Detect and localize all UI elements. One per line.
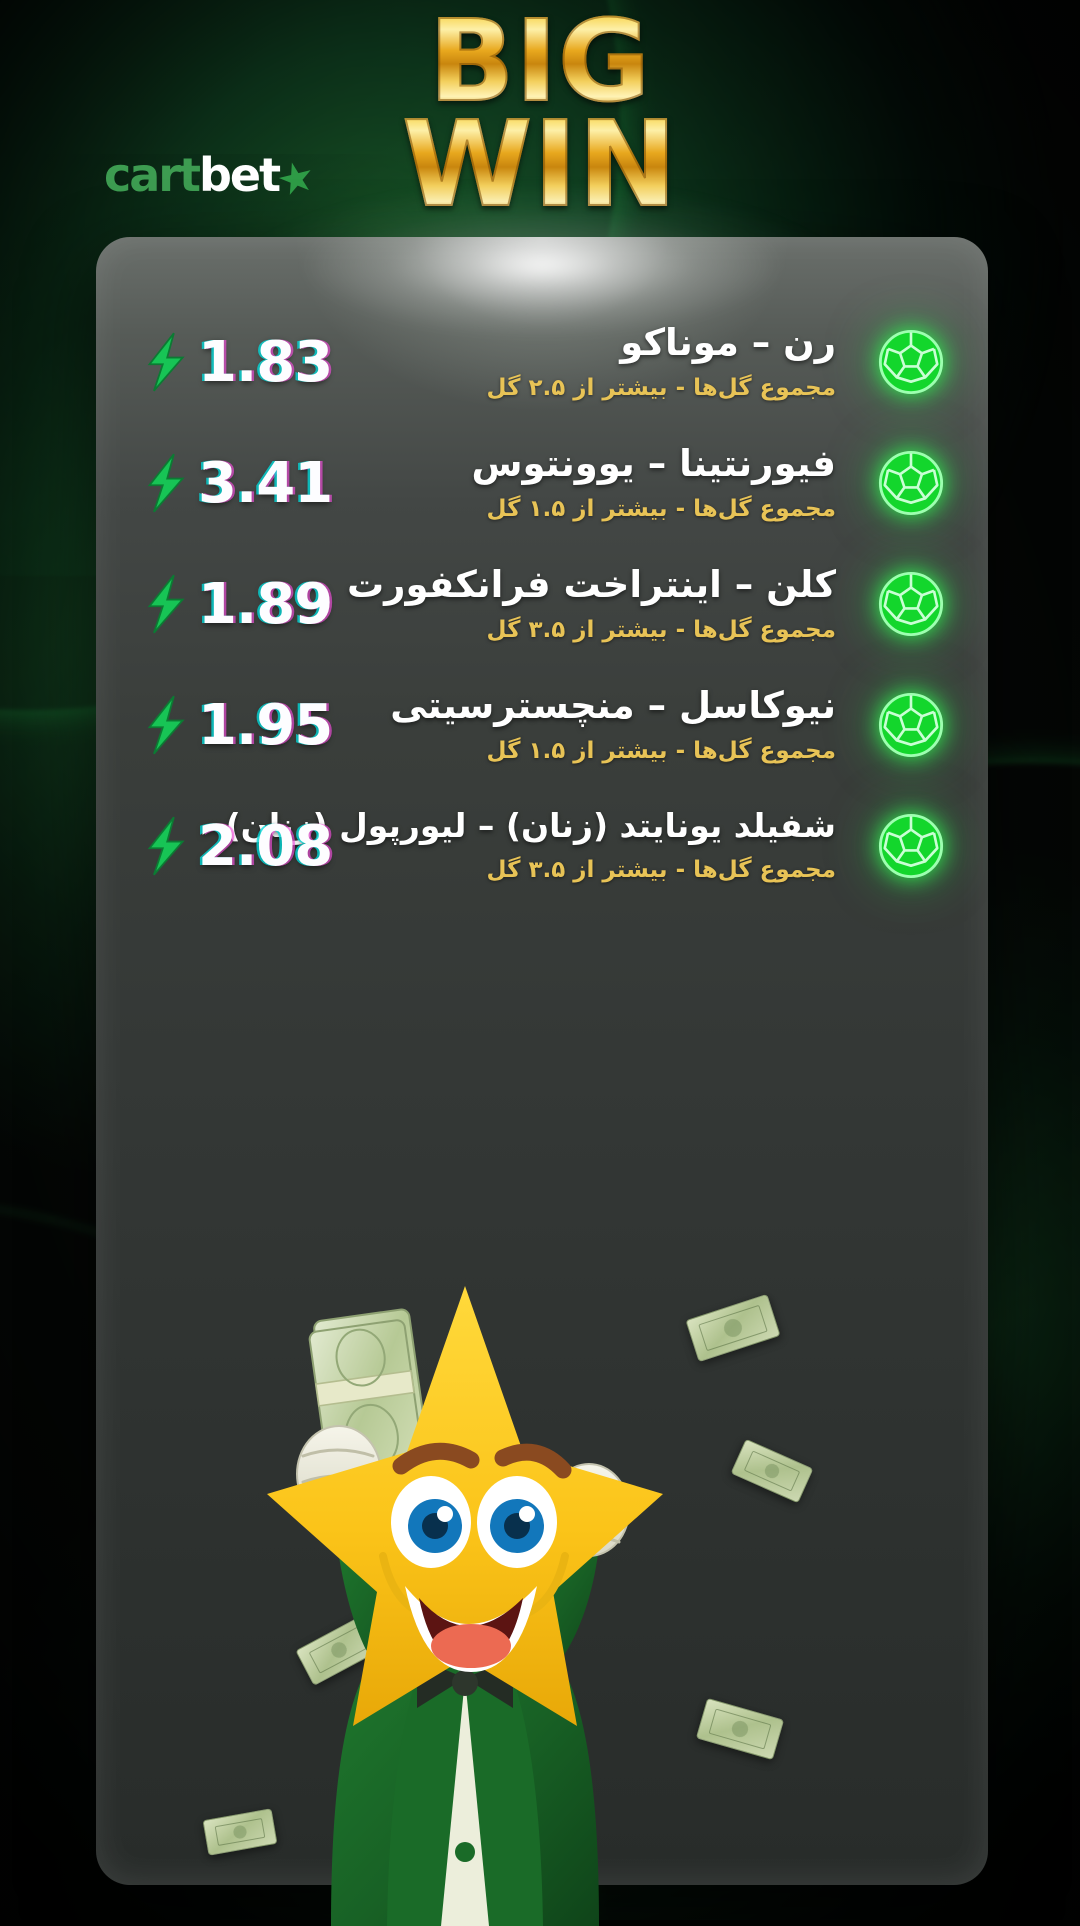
poster-header: BIG WIN bet cart — [0, 0, 1080, 250]
odds-value: 2.08 — [198, 813, 333, 879]
big-win-line-2: WIN — [0, 104, 1080, 225]
prediction-texts: رن – موناکو مجموع گل‌ها - بیشتر از ۲.۵ گ… — [332, 320, 858, 405]
prediction-row[interactable]: رن – موناکو مجموع گل‌ها - بیشتر از ۲.۵ گ… — [96, 303, 988, 421]
lightning-bolt-icon — [147, 816, 185, 876]
lightning-bolt-icon — [147, 453, 185, 513]
prediction-row[interactable]: شفیلد یونایتد (زنان) – لیورپول (زنان) مج… — [96, 787, 988, 905]
prediction-texts: نیوکاسل – منچسترسیتی مجموع گل‌ها - بیشتر… — [332, 683, 858, 768]
odds-value: 3.41 — [198, 450, 333, 516]
odds-group[interactable]: 1.95 — [142, 692, 333, 758]
soccer-ball-icon — [876, 811, 946, 881]
lightning-bolt-icon — [147, 695, 185, 755]
odds-group[interactable]: 1.83 — [142, 329, 333, 395]
prediction-texts: کلن – اینتراخت فرانکفورت مجموع گل‌ها - ب… — [332, 562, 858, 647]
odds-group[interactable]: 3.41 — [142, 450, 333, 516]
prediction-row[interactable]: نیوکاسل – منچسترسیتی مجموع گل‌ها - بیشتر… — [96, 666, 988, 784]
match-title: نیوکاسل – منچسترسیتی — [390, 683, 836, 727]
big-win-line-1: BIG — [0, 5, 1080, 119]
lightning-bolt-icon — [147, 332, 185, 392]
market-label: مجموع گل‌ها - بیشتر از ۲.۵ گل — [486, 375, 836, 402]
odds-group[interactable]: 1.89 — [142, 571, 333, 637]
soccer-ball-icon — [876, 569, 946, 639]
match-title: رن – موناکو — [620, 320, 836, 364]
big-win-title: BIG WIN — [0, 5, 1080, 225]
soccer-ball-icon — [876, 690, 946, 760]
match-title: فیورنتینا – یوونتوس — [471, 441, 836, 485]
odds-value: 1.95 — [198, 692, 333, 758]
market-label: مجموع گل‌ها - بیشتر از ۳.۵ گل — [486, 617, 836, 644]
prediction-row[interactable]: کلن – اینتراخت فرانکفورت مجموع گل‌ها - ب… — [96, 545, 988, 663]
prediction-texts: شفیلد یونایتد (زنان) – لیورپول (زنان) مج… — [226, 806, 858, 886]
odds-value: 1.83 — [198, 329, 333, 395]
market-label: مجموع گل‌ها - بیشتر از ۳.۵ گل — [486, 857, 836, 883]
market-label: مجموع گل‌ها - بیشتر از ۱.۵ گل — [486, 738, 836, 765]
predictions-card: رن – موناکو مجموع گل‌ها - بیشتر از ۲.۵ گ… — [96, 237, 988, 1885]
soccer-ball-icon — [876, 448, 946, 518]
match-title: کلن – اینتراخت فرانکفورت — [346, 562, 836, 606]
lightning-bolt-icon — [147, 574, 185, 634]
odds-value: 1.89 — [198, 571, 333, 637]
prediction-row[interactable]: فیورنتینا – یوونتوس مجموع گل‌ها - بیشتر … — [96, 424, 988, 542]
prediction-texts: فیورنتینا – یوونتوس مجموع گل‌ها - بیشتر … — [332, 441, 858, 526]
odds-group[interactable]: 2.08 — [142, 813, 333, 879]
market-label: مجموع گل‌ها - بیشتر از ۱.۵ گل — [486, 496, 836, 523]
predictions-list: رن – موناکو مجموع گل‌ها - بیشتر از ۲.۵ گ… — [96, 237, 988, 905]
soccer-ball-icon — [876, 327, 946, 397]
match-title: شفیلد یونایتد (زنان) – لیورپول (زنان) — [225, 806, 837, 846]
